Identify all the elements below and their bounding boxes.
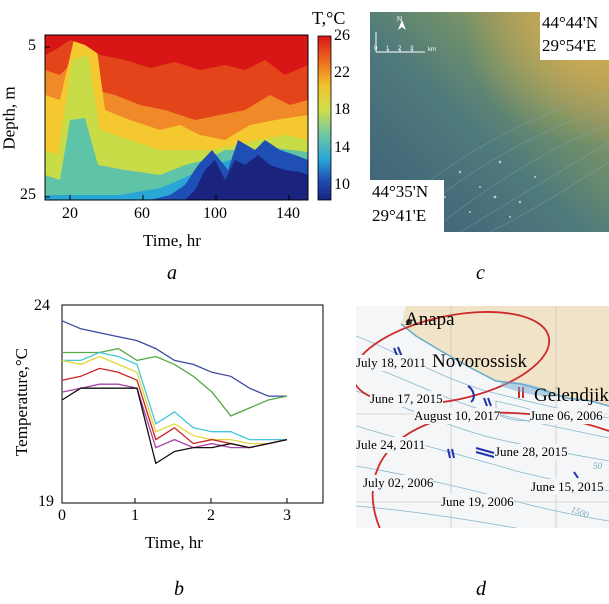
place-gelendjik: Gelendjik xyxy=(534,385,609,406)
series-line-7 xyxy=(61,387,288,465)
scale-tick-3: 3 xyxy=(410,46,414,52)
coord-bottom-lon: 29°41'E xyxy=(372,206,427,225)
depth-label-50: 50 xyxy=(593,461,602,471)
chart-b-frame xyxy=(61,304,324,504)
series-line-3 xyxy=(62,351,287,441)
place-anapa: Anapa xyxy=(405,309,455,330)
coord-box-top xyxy=(540,12,609,60)
cbar-tick-14: 14 xyxy=(334,139,350,156)
coord-top-lat: 44°44'N xyxy=(542,13,599,32)
scale-unit: km xyxy=(428,47,436,53)
coord-top-lon: 29°54'E xyxy=(542,36,597,55)
series-line-4 xyxy=(61,355,288,445)
date-june-28-2015: June 28, 2015 xyxy=(495,444,568,460)
date-jule-24-2011: Jule 24, 2011 xyxy=(356,437,426,453)
cbar-tick-10: 10 xyxy=(334,176,350,193)
cbar-tick-26: 26 xyxy=(334,27,350,44)
date-august-10-2017: August 10, 2017 xyxy=(414,408,501,424)
xtick-20: 20 xyxy=(62,205,78,222)
place-novorossisk: Novorossisk xyxy=(432,351,528,372)
scale-tick-2: 2 xyxy=(398,46,402,52)
panel-c-letter: c xyxy=(476,262,485,284)
ytick-24: 24 xyxy=(34,297,50,314)
cbar-tick-22: 22 xyxy=(334,64,350,81)
ytick-25: 25 xyxy=(20,186,36,203)
xtick-0: 0 xyxy=(58,507,66,524)
scale-tick-1: 1 xyxy=(386,46,390,52)
date-june-15-2015: June 15, 2015 xyxy=(531,479,604,495)
xtick-100: 100 xyxy=(203,205,227,222)
date-july-02-2006: July 02, 2006 xyxy=(363,475,434,491)
north-label: N xyxy=(397,16,403,23)
cbar-tick-18: 18 xyxy=(334,101,350,118)
series-line-1 xyxy=(61,320,287,397)
bay-area xyxy=(501,381,559,397)
panel-a-letter: a xyxy=(167,262,177,284)
scale-tick-0: 0 xyxy=(374,46,378,52)
coord-bottom-lat: 44°35'N xyxy=(372,182,429,201)
scale-bar xyxy=(375,32,425,53)
xtick-140: 140 xyxy=(276,205,300,222)
panel-b-letter: b xyxy=(174,578,184,600)
ytick-5: 5 xyxy=(28,37,36,54)
city-marker-anapa xyxy=(406,319,412,325)
land-area xyxy=(401,306,609,406)
heatmap-frame xyxy=(44,34,309,201)
north-arrow-icon xyxy=(398,20,406,30)
date-june-17-2015: June 17, 2015 xyxy=(370,391,443,407)
ytick-19: 19 xyxy=(38,493,54,510)
heatmap-field xyxy=(45,35,308,200)
xtick-1: 1 xyxy=(131,507,139,524)
xtick-60: 60 xyxy=(134,205,150,222)
xtick-2: 2 xyxy=(207,507,215,524)
panel-d-letter: d xyxy=(476,578,486,600)
date-july-18-2011: July 18, 2011 xyxy=(356,355,426,371)
xtick-3: 3 xyxy=(283,507,291,524)
colorbar xyxy=(317,35,332,201)
colorbar-title: T,°C xyxy=(312,8,346,28)
panel-a-xlabel: Time, hr xyxy=(143,231,201,250)
date-june-19-2006: June 19, 2006 xyxy=(441,494,514,510)
panel-b-ylabel: Temperature,°C xyxy=(12,347,32,457)
panel-b-xlabel: Time, hr xyxy=(145,533,203,552)
coord-box-bottom xyxy=(370,180,444,232)
date-june-06-2006: June 06, 2006 xyxy=(530,408,603,424)
